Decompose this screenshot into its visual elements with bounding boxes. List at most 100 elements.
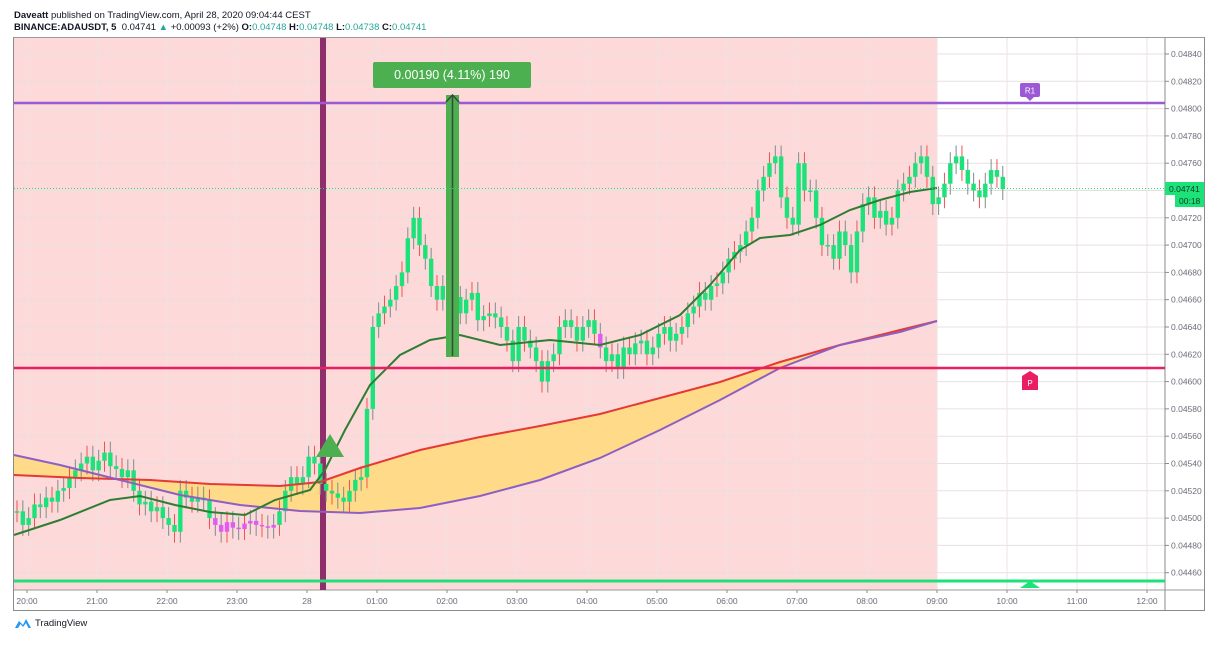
candle xyxy=(825,245,830,247)
candle xyxy=(183,490,189,498)
candle xyxy=(615,354,620,368)
candle xyxy=(306,456,311,478)
candle xyxy=(638,340,644,344)
candle xyxy=(73,470,78,478)
svg-text:0.00190 (4.11%) 190: 0.00190 (4.11%) 190 xyxy=(394,68,510,82)
r1-label xyxy=(1020,83,1040,97)
y-tick-label: 0.04560 xyxy=(1171,431,1202,441)
candle xyxy=(592,320,597,334)
x-tick-label: 02:00 xyxy=(436,596,458,606)
candle xyxy=(329,490,335,494)
x-tick-label: 20:00 xyxy=(16,596,38,606)
candle xyxy=(213,518,218,525)
candle xyxy=(230,522,236,528)
candle xyxy=(668,327,673,341)
author[interactable]: Daveatt xyxy=(14,10,49,21)
candle xyxy=(96,460,101,471)
candle xyxy=(137,490,142,505)
candle xyxy=(259,524,265,527)
candle xyxy=(697,292,702,307)
x-tick-label: 04:00 xyxy=(576,596,598,606)
candle xyxy=(78,463,84,471)
low-label: L: xyxy=(336,22,346,33)
brand-label: TradingView xyxy=(35,617,88,629)
candle xyxy=(802,163,807,191)
candle xyxy=(248,520,253,524)
candle xyxy=(376,313,381,327)
candle xyxy=(574,327,580,341)
candle xyxy=(662,327,667,334)
candle xyxy=(551,354,556,362)
candle xyxy=(271,524,276,528)
svg-text:P: P xyxy=(1027,379,1032,388)
ema-red-line xyxy=(13,320,938,488)
candle xyxy=(528,340,533,348)
last-price: 0.04741 xyxy=(121,22,157,33)
high-value: 0.04748 xyxy=(299,22,334,33)
last-price-tag xyxy=(1165,182,1205,195)
candle xyxy=(813,190,819,218)
candle xyxy=(866,197,871,205)
candle xyxy=(837,231,842,259)
candle xyxy=(510,340,516,362)
candle xyxy=(434,286,440,300)
candle xyxy=(26,518,31,525)
candle xyxy=(738,245,743,252)
candle xyxy=(627,347,632,355)
x-tick-label: 23:00 xyxy=(226,596,248,606)
candle xyxy=(347,490,352,502)
publisher-line: Daveatt published on TradingView.com, Ap… xyxy=(14,10,426,22)
symbol-line: BINANCE:ADAUSDT, 5 0.04741 ▲ +0.00093 (+… xyxy=(14,22,426,34)
candle xyxy=(609,354,615,362)
candle xyxy=(458,296,463,314)
candle xyxy=(224,522,230,532)
candle xyxy=(767,163,772,177)
y-tick-label: 0.04580 xyxy=(1171,404,1202,414)
symbol[interactable]: BINANCE:ADAUSDT, 5 xyxy=(14,22,117,33)
candle xyxy=(178,490,183,532)
candle xyxy=(131,470,136,491)
ema-cloud xyxy=(14,321,937,513)
candle xyxy=(848,245,854,273)
candle xyxy=(487,313,492,317)
candle xyxy=(883,210,889,225)
candle xyxy=(983,183,988,198)
candle xyxy=(819,217,825,246)
candle xyxy=(761,176,766,191)
candle xyxy=(790,217,795,225)
candle xyxy=(749,217,755,232)
candle xyxy=(143,501,148,505)
change-arrow-icon: ▲ xyxy=(158,22,169,33)
candle xyxy=(644,340,650,355)
y-tick-label: 0.04840 xyxy=(1171,49,1202,59)
candle xyxy=(242,523,247,530)
candle xyxy=(67,477,72,489)
candle xyxy=(773,156,778,164)
candle xyxy=(341,497,346,502)
buy-signal-arrow-icon xyxy=(316,434,344,457)
candle xyxy=(930,176,935,205)
y-tick-label: 0.04800 xyxy=(1171,104,1202,114)
y-tick-label: 0.04600 xyxy=(1171,377,1202,387)
candle xyxy=(854,231,860,273)
countdown-tag xyxy=(1175,195,1205,207)
candle xyxy=(393,286,399,300)
candle xyxy=(703,292,708,300)
candle xyxy=(399,272,405,287)
x-tick-label: 05:00 xyxy=(646,596,668,606)
footer-brand[interactable]: TradingView xyxy=(14,617,87,629)
candle xyxy=(475,292,481,321)
x-tick-label: 28 xyxy=(302,596,312,606)
candle xyxy=(545,361,551,382)
candle xyxy=(14,511,20,513)
candle xyxy=(743,231,749,246)
candle xyxy=(318,463,323,484)
candle xyxy=(195,497,201,502)
candle xyxy=(283,490,288,512)
candle xyxy=(808,190,813,192)
candle xyxy=(953,156,959,164)
candle xyxy=(603,347,609,362)
candle xyxy=(119,468,125,478)
candle xyxy=(568,320,574,327)
